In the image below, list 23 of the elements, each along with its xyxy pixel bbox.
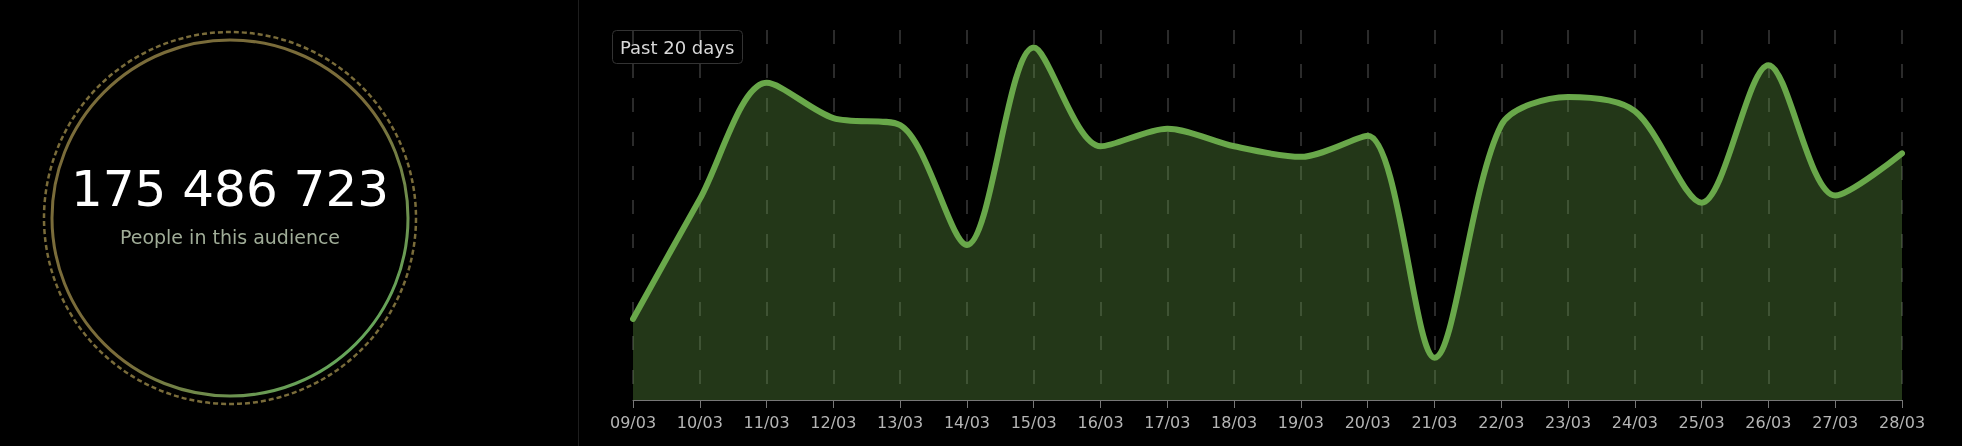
x-tick-label: 25/03 [1678,412,1725,432]
x-tick-label: 24/03 [1611,412,1658,432]
x-tick-label: 20/03 [1344,412,1391,432]
x-tick-label: 09/03 [609,412,657,432]
x-tick-label: 22/03 [1478,412,1525,432]
text: 175 486 723 [69,160,391,218]
x-tick-label: 26/03 [1745,412,1792,432]
x-tick-label: 16/03 [1077,412,1124,432]
x-tick-label: 19/03 [1277,412,1324,432]
x-tick-label: 15/03 [1010,412,1057,432]
x-tick-label: 12/03 [810,412,857,432]
x-tick-label: 14/03 [943,412,990,432]
x-tick-label: 23/03 [1545,412,1592,432]
x-tick-label: 28/03 [1878,412,1926,432]
x-tick-label: 11/03 [743,412,790,432]
x-tick-label: 18/03 [1211,412,1258,432]
x-tick-label: 10/03 [676,412,723,432]
x-tick-label: 13/03 [877,412,924,432]
x-tick-label: 17/03 [1144,412,1191,432]
chart-title: Past 20 days [620,36,735,58]
x-tick-label: 21/03 [1411,412,1458,432]
text: People in this audience [118,226,342,248]
x-tick-label: 27/03 [1812,412,1859,432]
